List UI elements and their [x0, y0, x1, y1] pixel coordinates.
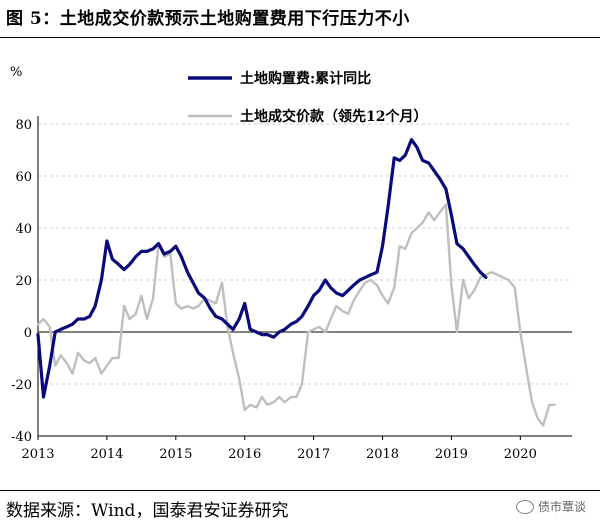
- y-tick-label: -40: [11, 430, 32, 445]
- x-tick-label: 2013: [21, 447, 54, 462]
- x-tick-label: 2015: [159, 447, 192, 462]
- grid-lines: [38, 123, 572, 437]
- y-tick-label: 20: [15, 274, 32, 289]
- axes: -40 -20 0 20 40 60 80% 2013 2014 2015 2016 2017 2018…: [10, 65, 572, 462]
- x-tick-label: 2018: [366, 447, 399, 462]
- title-rule: [0, 37, 600, 38]
- x-tick-label: 2016: [228, 447, 261, 462]
- x-tick-label: 2019: [435, 447, 468, 462]
- wechat-icon: [515, 499, 534, 514]
- chart: -40 -20 0 20 40 60 80% 2013 2014 2015 2016 2017 2018…: [10, 65, 572, 462]
- y-axis-label: %: [10, 65, 22, 80]
- series-layer: [36, 138, 556, 427]
- y-tick-label: -20: [11, 378, 32, 393]
- x-tick-label: 2014: [90, 447, 123, 462]
- source-rule: [0, 490, 600, 491]
- watermark: 债市覃谈: [515, 498, 586, 515]
- y-tick-label: 80: [15, 118, 32, 133]
- watermark-text: 债市覃谈: [537, 500, 586, 514]
- x-tick-label: 2020: [504, 447, 537, 462]
- legend-land-purchase-cost-label: 土地购置费:累计同比: [240, 70, 371, 87]
- source-note: 数据来源：Wind，国泰君安证券研究: [6, 501, 289, 521]
- series-line-land-purchase-cost: [36, 138, 488, 399]
- y-tick-label: 40: [15, 222, 32, 237]
- series-line-land-transaction-value: [36, 203, 556, 427]
- figure-title: 图 5：土地成交价款预示土地购置费用下行压力不小: [6, 9, 410, 29]
- legend-land-transaction-value-label: 土地成交价款（领先12个月）: [240, 108, 427, 125]
- y-tick-label: 0: [24, 326, 32, 341]
- x-tick-label: 2017: [297, 447, 330, 462]
- y-tick-label: 60: [15, 170, 32, 185]
